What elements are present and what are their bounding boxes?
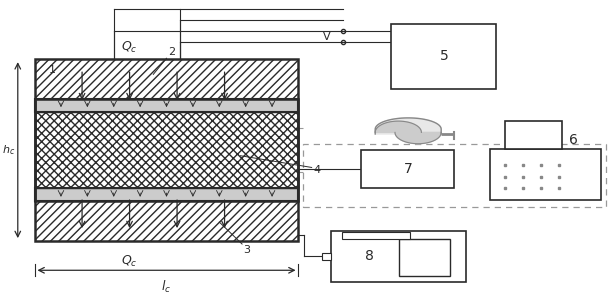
Text: $h_c$: $h_c$: [2, 143, 15, 157]
Text: V: V: [323, 32, 330, 42]
Text: 6: 6: [569, 133, 578, 147]
Text: 8: 8: [365, 249, 374, 263]
Text: $Q_c$: $Q_c$: [122, 40, 138, 55]
Bar: [35, 188, 298, 201]
Text: $Q_c$: $Q_c$: [122, 254, 138, 269]
Polygon shape: [375, 118, 441, 134]
Bar: [35, 99, 298, 112]
Bar: [35, 59, 298, 241]
Bar: [35, 59, 298, 241]
Text: 3: 3: [243, 245, 251, 256]
Text: $l_c$: $l_c$: [161, 279, 172, 295]
Bar: [399, 239, 450, 276]
Text: 7: 7: [403, 162, 412, 176]
Text: 5: 5: [439, 49, 448, 63]
Bar: [392, 24, 496, 89]
Polygon shape: [395, 132, 441, 144]
Bar: [35, 99, 298, 201]
Bar: [323, 253, 331, 260]
Bar: [302, 144, 606, 207]
Bar: [505, 121, 562, 149]
Text: 1: 1: [49, 65, 56, 74]
Bar: [331, 231, 466, 282]
Text: 2: 2: [168, 47, 175, 57]
Bar: [35, 59, 298, 99]
Bar: [491, 149, 601, 200]
Bar: [35, 112, 298, 188]
Text: 4: 4: [313, 165, 321, 176]
Bar: [342, 232, 410, 239]
Bar: [362, 150, 455, 188]
Polygon shape: [375, 121, 422, 132]
Bar: [35, 112, 298, 188]
Bar: [35, 201, 298, 241]
